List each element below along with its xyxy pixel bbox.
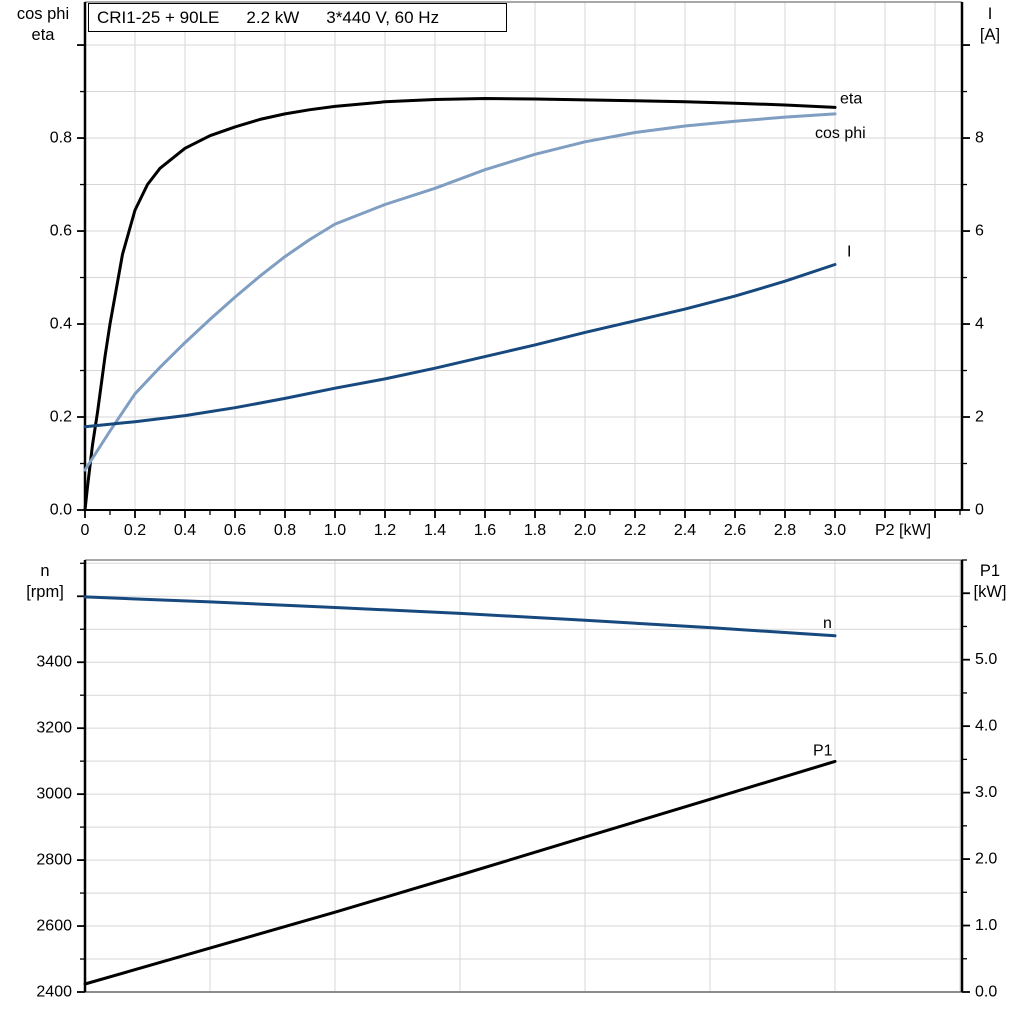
y-tick-label: 0.8	[50, 130, 72, 147]
series-label-cos_phi: cos phi	[815, 125, 866, 142]
y-tick-label: 0	[975, 502, 984, 519]
y-tick-label: 2800	[36, 852, 72, 869]
pump-model-label: CRI1-25 + 90LE	[97, 7, 220, 27]
y-tick-label: 0.0	[50, 502, 72, 519]
series-curve-I	[83, 263, 837, 429]
left-axis-title-line2: eta	[31, 26, 55, 44]
y-tick-label: 0.6	[50, 223, 72, 240]
series-label-I: I	[847, 244, 851, 261]
bottom-chart-left-axis-title: n [rpm]	[6, 561, 84, 603]
x-tick-label: 2.4	[674, 522, 696, 539]
speed-axis-title-line1: n	[40, 562, 50, 580]
power-axis-title-line2: [kW]	[973, 583, 1007, 601]
top-chart-right-axis-title: I [A]	[958, 4, 1022, 46]
right-axis-title-line1: I	[987, 5, 993, 23]
y-tick-label: 3200	[36, 720, 72, 737]
y-tick-label: 3400	[36, 654, 72, 671]
series-label-P1: P1	[813, 742, 833, 759]
x-tick-label: 2.2	[624, 522, 646, 539]
y-tick-label: 8	[975, 130, 984, 147]
x-tick-label: 2.8	[774, 522, 796, 539]
x-tick-label: 0.8	[274, 522, 296, 539]
y-tick-label: 2.0	[975, 851, 997, 868]
series-curve-eta	[83, 97, 837, 512]
x-tick-label: 1.0	[324, 522, 346, 539]
x-axis-unit-label: P2 [kW]	[875, 522, 931, 539]
supply-voltage-label: 3*440 V, 60 Hz	[326, 7, 440, 27]
y-tick-label: 2400	[36, 984, 72, 1001]
chart-title-box: CRI1-25 + 90LE 2.2 kW 3*440 V, 60 Hz	[88, 3, 507, 32]
y-tick-label: 3.0	[975, 784, 997, 801]
x-tick-label: 1.8	[524, 522, 546, 539]
bottom-chart-right-axis-title: P1 [kW]	[958, 561, 1022, 603]
x-tick-label: 1.2	[374, 522, 396, 539]
x-tick-label: 0.4	[174, 522, 196, 539]
power-axis-title-line1: P1	[979, 562, 1001, 580]
y-tick-label: 2	[975, 409, 984, 426]
series-label-eta: eta	[840, 90, 862, 107]
series-curve-n	[83, 595, 837, 638]
y-tick-label: 0.0	[975, 984, 997, 1001]
x-tick-label: 2.6	[724, 522, 746, 539]
x-tick-label: 1.4	[424, 522, 446, 539]
x-tick-label: 0.2	[124, 522, 146, 539]
y-tick-label: 0.2	[50, 409, 72, 426]
y-tick-label: 4	[975, 316, 984, 333]
x-tick-label: 3.0	[824, 522, 846, 539]
y-tick-label: 5.0	[975, 651, 997, 668]
x-tick-label: 1.6	[474, 522, 496, 539]
series-curve-P1	[83, 759, 837, 986]
y-tick-label: 2600	[36, 918, 72, 935]
series-label-n: n	[823, 615, 832, 632]
speed-axis-title-line2: [rpm]	[26, 583, 64, 601]
x-tick-label: 0	[81, 522, 90, 539]
right-axis-title-line2: [A]	[979, 26, 1001, 44]
top-chart-left-axis-title: cos phi eta	[2, 4, 84, 46]
y-tick-label: 0.4	[50, 316, 72, 333]
series-curve-cos_phi	[83, 112, 837, 472]
y-tick-label: 1.0	[975, 917, 997, 934]
y-tick-label: 6	[975, 223, 984, 240]
x-tick-label: 0.6	[224, 522, 246, 539]
y-tick-label: 4.0	[975, 718, 997, 735]
x-tick-label: 2.0	[574, 522, 596, 539]
y-tick-label: 3000	[36, 786, 72, 803]
rated-power-label: 2.2 kW	[246, 7, 300, 27]
left-axis-title-line1: cos phi	[16, 5, 70, 23]
